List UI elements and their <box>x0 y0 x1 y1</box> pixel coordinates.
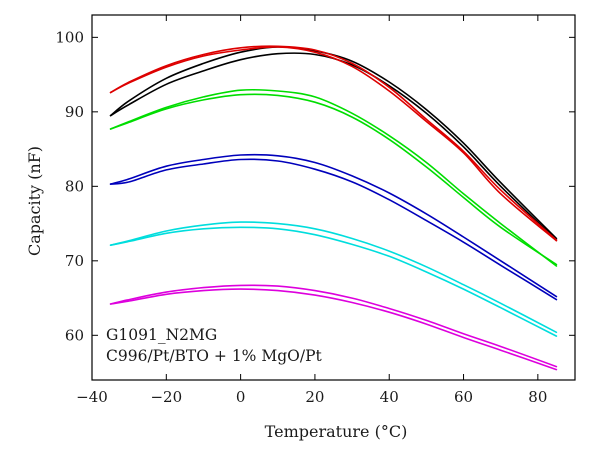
x-tick-label: −20 <box>150 388 182 406</box>
series-group <box>109 45 558 371</box>
series-line-7 <box>109 153 558 298</box>
series-line-9 <box>109 221 558 334</box>
series-line-11 <box>109 284 558 368</box>
y-tick-label: 100 <box>55 28 84 46</box>
x-tick-label: 0 <box>236 388 246 406</box>
series-line-1 <box>109 46 558 240</box>
series-line-4 <box>109 46 558 242</box>
annotation-sample-id: G1091_N2MG <box>106 326 217 344</box>
x-tick-label: 20 <box>305 388 324 406</box>
y-tick-label: 60 <box>65 326 84 344</box>
series-line-5 <box>109 88 558 267</box>
y-tick-label: 70 <box>65 252 84 270</box>
x-tick-label: 80 <box>528 388 547 406</box>
y-tick-label: 90 <box>65 103 84 121</box>
x-tick-label: 40 <box>380 388 399 406</box>
plot-frame <box>91 14 576 381</box>
axis-ticks <box>91 15 575 380</box>
series-line-2 <box>109 52 558 241</box>
series-line-3 <box>109 45 558 241</box>
x-tick-label: 60 <box>454 388 473 406</box>
series-line-8 <box>109 158 558 301</box>
series-line-6 <box>109 93 558 266</box>
tick-labels: −40 −20 0 20 40 60 80 60 70 80 90 100 <box>55 28 547 406</box>
series-line-10 <box>109 226 558 337</box>
series-line-12 <box>109 288 558 371</box>
y-axis-title: Capacity (nF) <box>25 146 44 256</box>
x-axis-title: Temperature (°C) <box>265 422 408 441</box>
y-tick-label: 80 <box>65 177 84 195</box>
x-tick-label: −40 <box>76 388 108 406</box>
annotation-structure: C996/Pt/BTO + 1% MgO/Pt <box>106 347 322 365</box>
